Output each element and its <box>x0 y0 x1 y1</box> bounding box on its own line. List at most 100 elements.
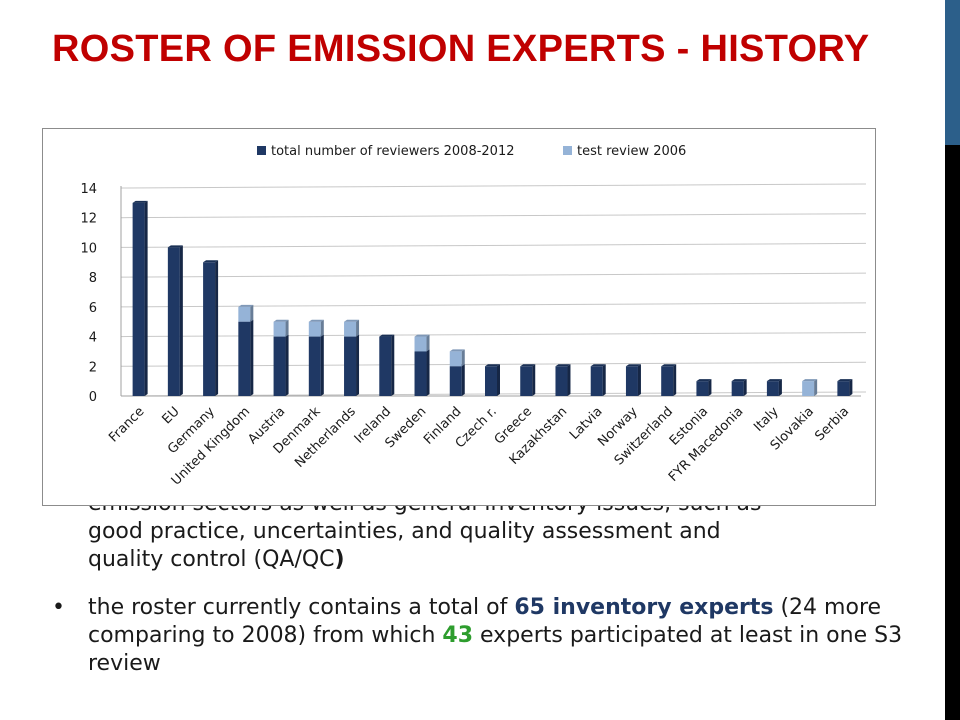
chart-panel: total number of reviewers 2008-2012 test … <box>42 128 876 506</box>
bar-top-0-0 <box>132 200 148 203</box>
bar-side-0-20 <box>849 379 853 396</box>
bar-top-0-20 <box>837 379 853 382</box>
bar-top-0-7 <box>379 334 395 337</box>
bar-1-6 <box>344 321 357 337</box>
bar-0-15 <box>661 366 674 396</box>
bar-0-8 <box>414 351 427 396</box>
bar-side-1-6 <box>356 319 360 337</box>
bar-side-1-3 <box>250 304 254 322</box>
bar-top-0-12 <box>555 364 571 367</box>
bar-1-9 <box>449 351 462 367</box>
bar-side-1-5 <box>320 319 324 337</box>
bar-0-11 <box>520 366 533 396</box>
y-tick-label-8: 8 <box>89 271 97 286</box>
bullet-highlight-count: 43 <box>442 623 474 648</box>
bar-side-0-8 <box>426 349 430 396</box>
bullet-highlight-experts: 65 inventory experts <box>514 595 774 620</box>
slide-title: ROSTER OF EMISSION EXPERTS - HISTORY <box>52 28 870 70</box>
bar-0-13 <box>590 366 603 396</box>
bar-top-0-2 <box>203 260 219 263</box>
legend-swatch-0 <box>257 146 266 155</box>
bar-0-5 <box>308 336 321 396</box>
legend-label-1: test review 2006 <box>577 144 686 159</box>
bar-0-17 <box>731 381 744 396</box>
bar-0-4 <box>273 336 286 396</box>
bar-side-0-17 <box>743 379 747 396</box>
bar-side-0-13 <box>602 364 606 396</box>
bar-side-0-1 <box>179 245 183 396</box>
bar-top-0-17 <box>731 379 747 382</box>
bar-top-1-6 <box>344 319 360 322</box>
bar-0-6 <box>344 336 357 396</box>
bar-top-0-10 <box>485 364 500 367</box>
bar-top-0-18 <box>766 379 782 382</box>
bar-side-1-19 <box>814 379 818 396</box>
bar-top-1-8 <box>414 334 430 337</box>
bar-0-0 <box>132 202 145 396</box>
bar-0-16 <box>696 381 709 396</box>
bar-top-1-9 <box>449 349 465 352</box>
bar-top-1-3 <box>238 304 254 307</box>
bar-side-0-10 <box>497 364 500 396</box>
gridline-10 <box>120 242 867 248</box>
y-tick-label-14: 14 <box>80 182 97 197</box>
bar-side-1-4 <box>285 319 289 337</box>
bar-side-0-7 <box>391 334 395 396</box>
bar-top-1-5 <box>308 319 324 322</box>
bar-side-0-6 <box>356 334 360 396</box>
bullet-part-2: (24 more comparing to 2008) from which <box>88 595 882 648</box>
gridline-8 <box>120 272 867 278</box>
bar-0-2 <box>203 262 216 396</box>
bar-side-0-18 <box>778 379 782 396</box>
bar-side-0-12 <box>567 364 571 396</box>
y-tick-label-4: 4 <box>89 331 97 346</box>
bullet-text: the roster currently contains a total of… <box>88 594 920 678</box>
gridline-6 <box>120 302 867 308</box>
bar-side-0-0 <box>144 200 148 396</box>
paragraph-line-3: quality control (QA/QC) <box>88 546 908 574</box>
bar-top-1-19 <box>802 379 818 382</box>
bar-0-7 <box>379 336 392 396</box>
bar-side-0-5 <box>320 334 324 396</box>
bar-0-10 <box>485 366 497 396</box>
bar-0-14 <box>625 366 638 396</box>
y-tick-label-12: 12 <box>80 212 97 227</box>
bar-0-20 <box>837 381 850 396</box>
paragraph-line-2: good practice, uncertainties, and qualit… <box>88 519 721 544</box>
x-tick-label-20: Serbia <box>812 404 852 444</box>
bar-side-1-9 <box>461 349 465 367</box>
bar-top-0-11 <box>520 364 536 367</box>
bar-side-0-4 <box>285 334 289 396</box>
legend-swatch-1 <box>563 146 572 155</box>
bar-side-0-3 <box>250 319 254 396</box>
bar-top-0-1 <box>167 245 183 248</box>
bar-side-1-8 <box>426 334 430 352</box>
bar-1-3 <box>238 306 251 322</box>
bar-top-1-4 <box>273 319 289 322</box>
bar-side-0-15 <box>673 364 677 396</box>
bar-0-9 <box>449 366 462 396</box>
x-tick-label-18: Italy <box>751 404 782 435</box>
bar-1-19 <box>802 381 815 396</box>
bar-top-0-16 <box>696 379 712 382</box>
gridline-14 <box>120 183 867 189</box>
y-tick-label-6: 6 <box>89 301 97 316</box>
bullet-part-3: experts participated at least in one S3 … <box>88 623 903 676</box>
side-bar <box>945 0 960 720</box>
bar-0-18 <box>766 381 779 396</box>
gridline-4 <box>120 332 867 338</box>
bar-top-0-15 <box>661 364 677 367</box>
y-tick-label-0: 0 <box>89 390 97 405</box>
paragraph-line-3-text: quality control (QA/QC <box>88 547 335 572</box>
bullet-marker: • <box>52 595 65 620</box>
bar-top-0-13 <box>590 364 606 367</box>
legend-label-0: total number of reviewers 2008-2012 <box>271 144 515 159</box>
side-accent-bar <box>945 0 960 145</box>
paragraph-line-3-close: ) <box>334 547 345 572</box>
bar-side-0-9 <box>461 364 465 396</box>
bar-side-0-16 <box>708 379 712 396</box>
y-tick-label-10: 10 <box>80 241 97 256</box>
y-tick-label-2: 2 <box>89 360 97 375</box>
bar-0-3 <box>238 321 251 396</box>
bar-chart: total number of reviewers 2008-2012 test … <box>80 144 867 489</box>
